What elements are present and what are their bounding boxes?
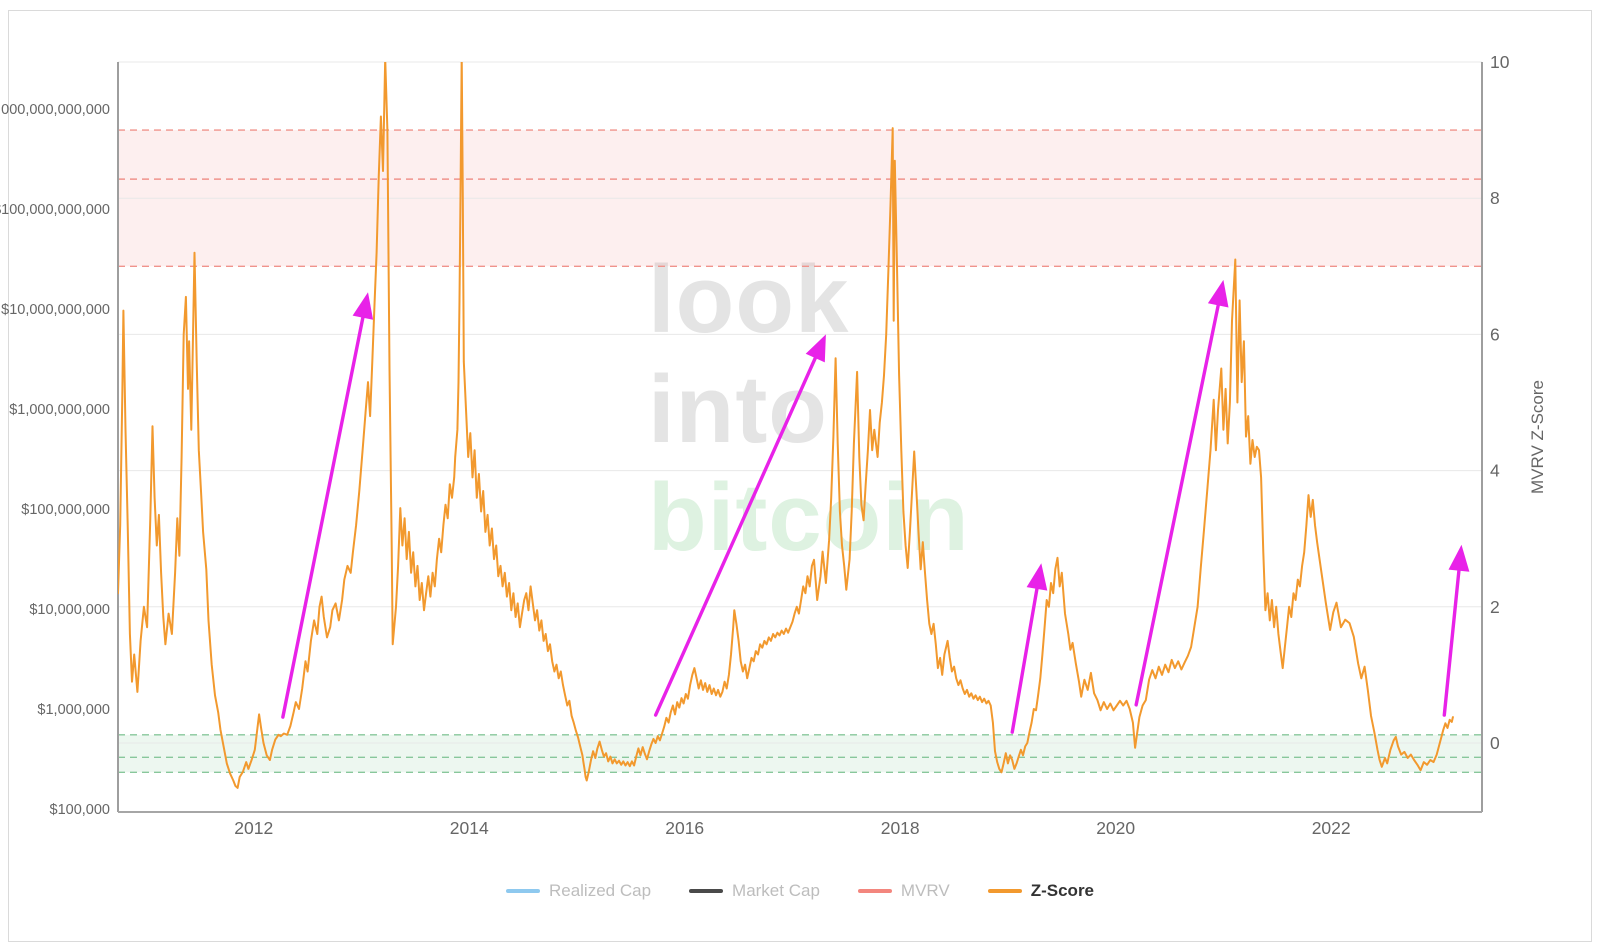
legend-label: Z-Score (1030, 881, 1095, 900)
bull-cycle-arrow (653, 347, 822, 717)
right-axis-title: MVRV Z-Score (1528, 380, 1547, 494)
left-axis-tick-label: $100,000,000 (21, 502, 110, 518)
bull-cycle-arrow (1010, 577, 1041, 734)
watermark-into: into (648, 356, 828, 463)
bull-cycle-arrow (1442, 559, 1462, 717)
legend-swatch-line (857, 889, 892, 893)
legend-label: Market Cap (732, 881, 820, 900)
right-axis-tick-label: 8 (1490, 188, 1500, 208)
left-axis-tick-label: $100,000,000,000 (0, 202, 110, 218)
x-axis-year-label: 2016 (665, 818, 704, 838)
x-axis-year-label: 2022 (1312, 818, 1351, 838)
right-axis-tick-label: 0 (1490, 733, 1500, 753)
bull-cycle-arrowhead (352, 292, 374, 320)
legend: Realized Cap Market Cap MVRV Z-Score (0, 881, 1600, 901)
x-axis-year-label: 2014 (450, 818, 489, 838)
right-axis-tick-label: 10 (1490, 52, 1510, 72)
legend-item-market-cap[interactable]: Market Cap (689, 881, 820, 901)
left-axis-tick-label: $10,000,000,000 (1, 302, 110, 318)
x-axis-year-label: 2020 (1096, 818, 1135, 838)
left-axis-tick-label: $10,000,000 (29, 602, 110, 618)
legend-item-realized-cap[interactable]: Realized Cap (505, 881, 652, 901)
right-axis-tick-label: 6 (1490, 324, 1500, 344)
oversold-zone-band (118, 734, 1482, 773)
right-axis-tick-label: 2 (1490, 597, 1500, 617)
z-score-line (118, 62, 1454, 789)
left-axis-tick-label: $1,000,000 (37, 702, 110, 718)
left-axis-tick-label: $1,000,000,000,000 (0, 102, 110, 118)
bull-cycle-arrowhead (1207, 279, 1229, 308)
legend-swatch-line (987, 889, 1022, 893)
legend-label: Realized Cap (548, 881, 652, 900)
legend-label: MVRV (900, 881, 950, 900)
bull-cycle-arrowhead (1448, 544, 1470, 572)
right-axis-tick-label: 4 (1490, 461, 1500, 481)
legend-item-mvrv[interactable]: MVRV (857, 881, 950, 901)
x-axis-year-label: 2012 (234, 818, 273, 838)
legend-swatch-line (505, 889, 540, 893)
legend-item-z-score[interactable]: Z-Score (987, 881, 1095, 901)
left-axis-tick-label: $1,000,000,000 (9, 402, 110, 418)
bull-cycle-arrow (1134, 293, 1222, 707)
bull-cycle-arrowhead (1026, 563, 1048, 591)
legend-swatch-line (689, 889, 724, 893)
x-axis-year-label: 2018 (881, 818, 920, 838)
left-axis-tick-label: $100,000 (50, 802, 110, 818)
bull-cycle-arrowhead (805, 334, 826, 363)
watermark-look: look (648, 246, 850, 353)
bull-cycle-arrow (281, 306, 367, 719)
